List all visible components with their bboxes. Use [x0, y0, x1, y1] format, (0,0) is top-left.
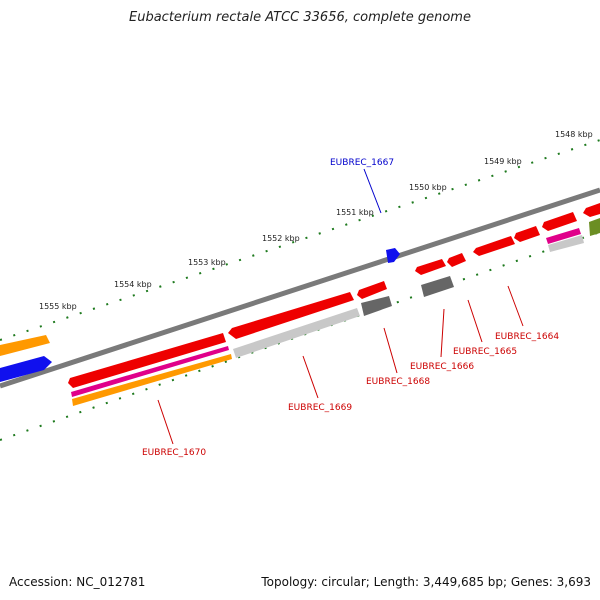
gene-label-1665: EUBREC_1665 [453, 347, 517, 357]
tick-label-1549: 1549 kbp [484, 157, 522, 166]
gene-label-1664: EUBREC_1664 [495, 332, 559, 342]
tick-label-1553: 1553 kbp [188, 258, 226, 267]
gene-arrow-1666 [415, 259, 446, 275]
gene-arrow-1669 [228, 292, 354, 339]
inner-feature-rows [71, 218, 600, 406]
gene-label-1669: EUBREC_1669 [288, 403, 352, 413]
leader-1664 [507, 285, 524, 327]
map-title: Eubacterium rectale ATCC 33656, complete… [129, 10, 471, 25]
gene-labels: EUBREC_1667 EUBREC_1664 EUBREC_1665 EUBR… [142, 158, 559, 458]
summary-text: Topology: circular; Length: 3,449,685 bp… [261, 575, 591, 589]
leader-1665 [467, 299, 483, 343]
gene-arrow-1670 [68, 333, 226, 388]
misc-bar-right [546, 228, 581, 244]
tick-label-1548: 1548 kbp [555, 130, 593, 139]
accession-text: Accession: NC_012781 [9, 575, 146, 589]
tick-label-1551: 1551 kbp [336, 208, 374, 217]
leader-1669 [302, 355, 319, 399]
gene-label-1670: EUBREC_1670 [142, 448, 206, 458]
gene-label-1668: EUBREC_1668 [366, 377, 430, 387]
gene-bar-1666 [421, 276, 454, 297]
gene-arrow-right1 [542, 212, 577, 231]
olive-bar-right [589, 218, 600, 236]
gene-label-1666: EUBREC_1666 [410, 362, 474, 372]
left-edge-features [0, 335, 52, 382]
rna-bar-1670 [72, 354, 232, 406]
tick-label-1554: 1554 kbp [114, 280, 152, 289]
gene-bar-right [548, 235, 584, 252]
gene-label-1667: EUBREC_1667 [330, 158, 394, 168]
gene-arrow-1665a [447, 253, 466, 267]
tick-label-1552: 1552 kbp [262, 234, 300, 243]
blue-arrow-1667 [386, 248, 400, 263]
genome-backbone [0, 187, 600, 389]
orange-feature-left [0, 335, 50, 356]
gene-arrow-1664 [514, 226, 540, 242]
gene-leader-lines [157, 168, 524, 445]
scale-labels: 1548 kbp 1549 kbp 1550 kbp 1551 kbp 1552… [39, 130, 593, 311]
leader-1667 [363, 168, 382, 214]
gene-arrow-right2 [583, 203, 600, 217]
tick-label-1550: 1550 kbp [409, 183, 447, 192]
gene-arrow-1665b [473, 236, 515, 256]
blue-feature-left [0, 356, 52, 382]
gene-bar-1669 [233, 308, 360, 358]
leader-1666 [440, 308, 445, 358]
leader-1670 [157, 399, 174, 445]
gene-bar-1668 [361, 296, 392, 316]
leader-1668 [383, 327, 398, 374]
tick-label-1555: 1555 kbp [39, 302, 77, 311]
gene-arrow-1668 [357, 281, 387, 299]
forward-strand-genes [68, 203, 600, 388]
gene-bar-1670 [71, 346, 229, 397]
